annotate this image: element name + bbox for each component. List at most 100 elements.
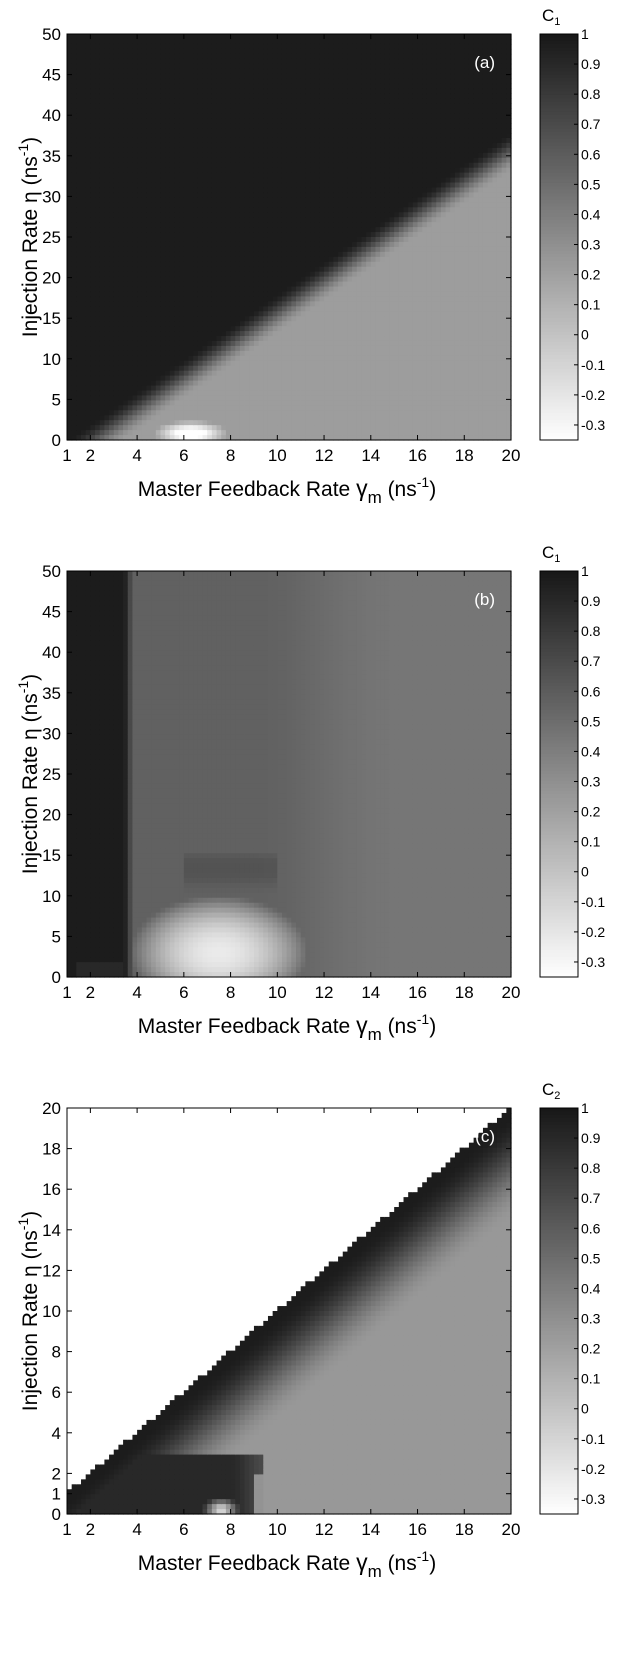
heatmap-cell — [202, 123, 208, 129]
heatmap-cell — [113, 73, 120, 80]
heatmap-cell — [127, 53, 134, 60]
heatmap-cell — [216, 43, 222, 50]
heatmap-cell — [81, 197, 87, 203]
heatmap-cell — [267, 281, 274, 288]
heatmap-cell — [272, 375, 278, 382]
heatmap-cell — [342, 415, 349, 421]
heatmap-cell — [146, 410, 152, 416]
heatmap-cell — [155, 212, 162, 218]
heatmap-cell — [141, 395, 148, 401]
heatmap-cell — [253, 167, 260, 174]
heatmap-cell — [141, 311, 148, 317]
heatmap-cell — [85, 212, 91, 218]
heatmap-cell — [211, 360, 218, 367]
heatmap-cell — [291, 261, 297, 268]
heatmap-cell — [267, 207, 274, 213]
heatmap-cell — [239, 365, 246, 372]
heatmap-cell — [76, 296, 82, 302]
heatmap-cell — [230, 172, 236, 179]
heatmap-cell — [169, 251, 176, 258]
heatmap-cell — [123, 276, 129, 283]
heatmap-cell — [123, 395, 129, 401]
heatmap-cell — [81, 108, 87, 114]
heatmap-cell — [221, 380, 227, 387]
heatmap-cell — [104, 311, 110, 317]
heatmap-cell — [141, 340, 148, 347]
heatmap-cell — [239, 256, 246, 263]
heatmap-cell — [151, 172, 157, 179]
heatmap-cell — [95, 197, 101, 203]
heatmap-cell — [71, 316, 77, 322]
heatmap-cell — [67, 113, 73, 119]
heatmap-cell — [160, 177, 166, 184]
heatmap-cell — [160, 390, 166, 397]
heatmap-cell — [76, 133, 82, 139]
heatmap-cell — [202, 286, 208, 293]
heatmap-cell — [151, 425, 157, 431]
heatmap-cell — [267, 128, 274, 134]
heatmap-cell — [239, 331, 246, 337]
heatmap-cell — [193, 34, 199, 40]
heatmap-cell — [183, 68, 190, 75]
heatmap-cell — [211, 38, 218, 45]
heatmap-cell — [324, 246, 330, 253]
heatmap-cell — [239, 370, 246, 377]
heatmap-cell — [319, 142, 325, 149]
heatmap-cell — [239, 187, 246, 194]
heatmap-cell — [90, 172, 96, 179]
heatmap-cell — [151, 237, 157, 243]
heatmap-cell — [235, 296, 241, 302]
heatmap-cell — [85, 177, 91, 184]
heatmap-cell — [253, 38, 260, 45]
heatmap-cell — [328, 380, 334, 387]
heatmap-cell — [183, 227, 190, 233]
heatmap-cell — [155, 123, 162, 129]
heatmap-cell — [90, 256, 96, 263]
heatmap-cell — [104, 113, 110, 119]
heatmap-cell — [179, 286, 185, 293]
heatmap-cell — [193, 217, 199, 223]
heatmap-cell — [141, 152, 148, 159]
heatmap-cell — [328, 172, 334, 179]
heatmap-cell — [272, 405, 278, 411]
heatmap-cell — [183, 118, 190, 124]
heatmap-cell — [230, 103, 236, 109]
heatmap-cell — [90, 48, 96, 55]
heatmap-cell — [123, 251, 129, 258]
heatmap-cell — [277, 316, 283, 322]
heatmap-cell — [183, 197, 190, 203]
heatmap-cell — [183, 355, 190, 362]
heatmap-cell — [272, 311, 278, 317]
heatmap-cell — [179, 172, 185, 179]
heatmap-cell — [291, 207, 297, 213]
heatmap-cell — [319, 375, 325, 382]
heatmap-cell — [281, 365, 288, 372]
heatmap-cell — [95, 266, 101, 273]
heatmap-cell — [235, 197, 241, 203]
heatmap-cell — [281, 395, 288, 401]
heatmap-cell — [216, 73, 222, 80]
heatmap-cell — [155, 192, 162, 198]
heatmap-cell — [272, 241, 278, 248]
heatmap-cell — [305, 128, 311, 134]
heatmap-cell — [310, 420, 316, 426]
heatmap-cell — [99, 415, 105, 421]
heatmap-cell — [286, 415, 292, 421]
heatmap-cell — [207, 405, 213, 411]
heatmap-cell — [137, 152, 143, 159]
heatmap-cell — [319, 340, 325, 347]
heatmap-cell — [286, 345, 292, 352]
heatmap-cell — [338, 123, 344, 129]
heatmap-cell — [99, 425, 105, 431]
heatmap-cell — [333, 276, 339, 283]
heatmap-cell — [272, 43, 278, 50]
heatmap-cell — [118, 123, 124, 129]
heatmap-cell — [286, 108, 292, 114]
heatmap-cell — [67, 192, 73, 198]
heatmap-cell — [197, 192, 204, 198]
heatmap-cell — [211, 256, 218, 263]
heatmap-cell — [272, 202, 278, 208]
heatmap-cell — [258, 222, 264, 228]
heatmap-cell — [225, 286, 232, 293]
heatmap-cell — [239, 281, 246, 288]
